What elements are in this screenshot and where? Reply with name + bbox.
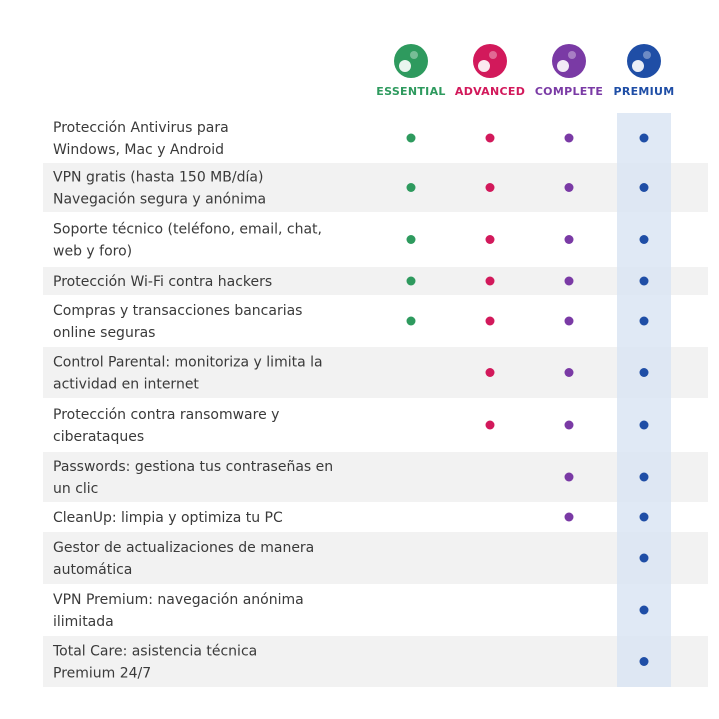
feature-text: Protección Wi-Fi contra hackers — [53, 274, 272, 290]
plan-name: PREMIUM — [613, 85, 674, 98]
included-dot — [564, 183, 574, 192]
feature-text: Protección contra ransomware y — [53, 407, 279, 423]
included-dot — [564, 133, 574, 143]
plan-logo-mark — [632, 60, 644, 72]
plan-name: ESSENTIAL — [376, 85, 445, 98]
included-dot — [639, 368, 649, 377]
plan-name: COMPLETE — [535, 85, 603, 98]
feature-text: Gestor de actualizaciones de manera — [53, 540, 314, 556]
feature-text: Passwords: gestiona tus contraseñas en — [53, 459, 333, 475]
plan-name: ADVANCED — [455, 85, 525, 98]
row-band — [43, 636, 708, 687]
plan-logo — [473, 44, 507, 78]
feature-text: Premium 24/7 — [53, 666, 151, 682]
included-dot — [564, 368, 574, 377]
included-dot — [485, 420, 495, 430]
feature-text: ciberataques — [53, 429, 144, 445]
included-dot — [485, 133, 495, 143]
feature-text: VPN Premium: navegación anónima — [53, 592, 304, 608]
feature-text: CleanUp: limpia y optimiza tu PC — [53, 510, 283, 526]
included-dot — [406, 235, 416, 244]
feature-text: VPN gratis (hasta 150 MB/día) — [53, 170, 263, 186]
included-dot — [485, 316, 495, 326]
included-dot — [406, 133, 416, 143]
included-dot — [639, 235, 649, 244]
row-band — [43, 267, 708, 295]
included-dot — [639, 657, 649, 666]
row-band — [43, 347, 708, 398]
included-dot — [639, 183, 649, 192]
included-dot — [564, 316, 574, 326]
included-dot — [485, 368, 495, 377]
plan-logo — [394, 44, 428, 78]
feature-text: online seguras — [53, 325, 155, 341]
included-dot — [639, 553, 649, 563]
feature-text: Soporte técnico (teléfono, email, chat, — [53, 222, 322, 238]
included-dot — [639, 316, 649, 326]
row-band — [43, 452, 708, 502]
included-dot — [485, 235, 495, 244]
included-dot — [406, 276, 416, 286]
feature-text: Control Parental: monitoriza y limita la — [53, 355, 323, 371]
included-dot — [406, 316, 416, 326]
feature-text: Protección Antivirus para — [53, 120, 229, 136]
included-dot — [564, 276, 574, 286]
feature-text: Navegación segura y anónima — [53, 192, 266, 208]
plan-logo-mark — [410, 51, 418, 59]
feature-text: Compras y transacciones bancarias — [53, 303, 302, 319]
included-dot — [485, 276, 495, 286]
included-dot — [639, 276, 649, 286]
included-dot — [485, 183, 495, 192]
plan-logo — [552, 44, 586, 78]
included-dot — [564, 420, 574, 430]
highlight-column — [617, 113, 671, 687]
included-dot — [564, 512, 574, 522]
feature-text: ilimitada — [53, 614, 114, 630]
plan-logo-mark — [489, 51, 497, 59]
included-dot — [564, 472, 574, 482]
plan-logo-mark — [568, 51, 576, 59]
feature-text: un clic — [53, 481, 98, 497]
included-dot — [564, 235, 574, 244]
plan-logo-mark — [557, 60, 569, 72]
row-band — [43, 532, 708, 584]
included-dot — [639, 420, 649, 430]
included-dot — [639, 512, 649, 522]
included-dot — [639, 133, 649, 143]
plan-logo-mark — [478, 60, 490, 72]
feature-text: automática — [53, 562, 132, 578]
feature-text: Total Care: asistencia técnica — [52, 644, 257, 660]
included-dot — [639, 605, 649, 615]
feature-text: actividad en internet — [53, 377, 199, 393]
plan-logo-mark — [643, 51, 651, 59]
feature-text: web y foro) — [53, 244, 132, 260]
row-band — [43, 163, 708, 212]
included-dot — [639, 472, 649, 482]
included-dot — [406, 183, 416, 192]
plan-logo-mark — [399, 60, 411, 72]
plan-logo — [627, 44, 661, 78]
feature-text: Windows, Mac y Android — [53, 142, 224, 158]
